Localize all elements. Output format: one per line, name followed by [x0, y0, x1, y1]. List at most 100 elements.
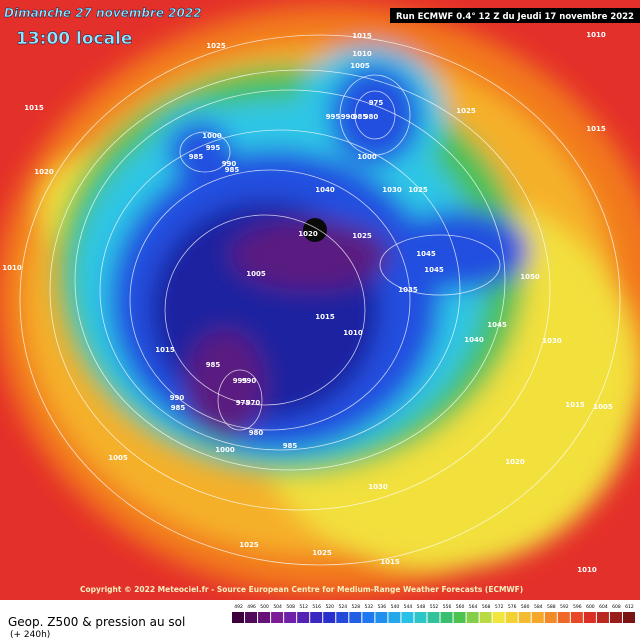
scale-swatch: [232, 612, 245, 623]
isobar-label: 1040: [464, 336, 484, 344]
scale-label: 508: [286, 604, 295, 610]
scale-label: 572: [495, 604, 504, 610]
scale-label: 500: [260, 604, 269, 610]
scale-label: 568: [482, 604, 491, 610]
scale-swatch: [479, 612, 492, 623]
isobar-label: 985: [171, 404, 186, 412]
isobar-label: 1015: [352, 32, 372, 40]
scale-label: 548: [417, 604, 426, 610]
scale-swatch: [310, 612, 323, 623]
scale-swatch: [557, 612, 570, 623]
scale-label: 524: [338, 604, 347, 610]
isobar-label: 1035: [398, 286, 418, 294]
scale-label: 556: [443, 604, 452, 610]
isobar-label: 1005: [593, 403, 613, 411]
isobar-label: 1045: [416, 250, 436, 258]
isobar-label: 1025: [206, 42, 226, 50]
scale-label: 584: [534, 604, 543, 610]
scale-swatch: [596, 612, 609, 623]
run-info: Run ECMWF 0.4° 12 Z du Jeudi 17 novembre…: [396, 12, 634, 22]
scale-swatch: [570, 612, 583, 623]
scale-swatch: [492, 612, 505, 623]
isobar-label: 1020: [34, 168, 54, 176]
scale-swatch: [518, 612, 531, 623]
isobar-label: 995: [233, 377, 248, 385]
scale-swatch: [609, 612, 622, 623]
scale-label: 544: [404, 604, 413, 610]
scale-label: 612: [625, 604, 634, 610]
scale-label: 564: [469, 604, 478, 610]
scale-swatch: [427, 612, 440, 623]
isobar-label: 1025: [239, 541, 259, 549]
scale-label: 496: [247, 604, 256, 610]
isobar-label: 985: [225, 166, 240, 174]
scale-label: 536: [378, 604, 387, 610]
isobar-label: 1030: [368, 483, 388, 491]
isobar-label: 1005: [350, 62, 370, 70]
isobar-label: 980: [249, 429, 264, 437]
scale-swatch: [258, 612, 271, 623]
scale-swatch: [349, 612, 362, 623]
isobar-label: 1015: [586, 125, 606, 133]
scale-swatch: [505, 612, 518, 623]
isobar-label: 975: [369, 99, 384, 107]
lead-time: (+ 240h): [10, 630, 50, 640]
scale-label: 560: [456, 604, 465, 610]
scale-label: 600: [586, 604, 595, 610]
isobar-label: 1025: [312, 549, 332, 557]
isobar-label: 980: [364, 113, 379, 121]
isobar-label: 975: [236, 399, 251, 407]
scale-swatch: [375, 612, 388, 623]
scale-swatch: [336, 612, 349, 623]
isobar-label: 1000: [215, 446, 235, 454]
isobar-label: 1005: [246, 270, 266, 278]
scale-swatch: [583, 612, 596, 623]
scale-label: 576: [508, 604, 517, 610]
scale-swatch: [323, 612, 336, 623]
scale-label: 592: [560, 604, 569, 610]
isobar-label: 1005: [108, 454, 128, 462]
scale-label: 604: [599, 604, 608, 610]
scale-label: 516: [312, 604, 321, 610]
isobar-label: 1010: [352, 50, 372, 58]
scale-label: 504: [273, 604, 282, 610]
scale-label: 512: [299, 604, 308, 610]
scale-swatch: [271, 612, 284, 623]
scale-label: 528: [352, 604, 361, 610]
isobar-label: 1025: [456, 107, 476, 115]
scale-label: 608: [612, 604, 621, 610]
scale-label: 520: [325, 604, 334, 610]
scale-swatch: [362, 612, 375, 623]
isobar-label: 970: [246, 399, 261, 407]
scale-swatch: [245, 612, 258, 623]
isobar-label: 995: [206, 144, 221, 152]
product-name: Geop. Z500 & pression au sol: [8, 615, 185, 629]
isobar-label: 985: [353, 113, 368, 121]
isobar-label: 1025: [352, 232, 372, 240]
isobar-label: 1000: [357, 153, 377, 161]
scale-label: 588: [547, 604, 556, 610]
isobar-label: 995: [326, 113, 341, 121]
isobar-label: 1045: [487, 321, 507, 329]
scale-swatch: [414, 612, 427, 623]
isobar-label: 1030: [542, 337, 562, 345]
isobar-label: 1015: [315, 313, 335, 321]
isobar-label: 1000: [202, 132, 222, 140]
isobar-label: 1010: [343, 329, 363, 337]
scale-label: 540: [391, 604, 400, 610]
isobar-label: 985: [189, 153, 204, 161]
isobar-label: 1025: [408, 186, 428, 194]
scale-label: 596: [573, 604, 582, 610]
scale-swatch: [284, 612, 297, 623]
scale-swatch: [401, 612, 414, 623]
scale-label: 580: [521, 604, 530, 610]
scale-swatch: [440, 612, 453, 623]
isobar-label: 1040: [315, 186, 335, 194]
isobar-label: 1020: [505, 458, 525, 466]
run-box: [390, 8, 640, 23]
local-time: 13:00 locale: [16, 29, 132, 49]
isobar-label: 1015: [565, 401, 585, 409]
isobar-label: 985: [206, 361, 221, 369]
